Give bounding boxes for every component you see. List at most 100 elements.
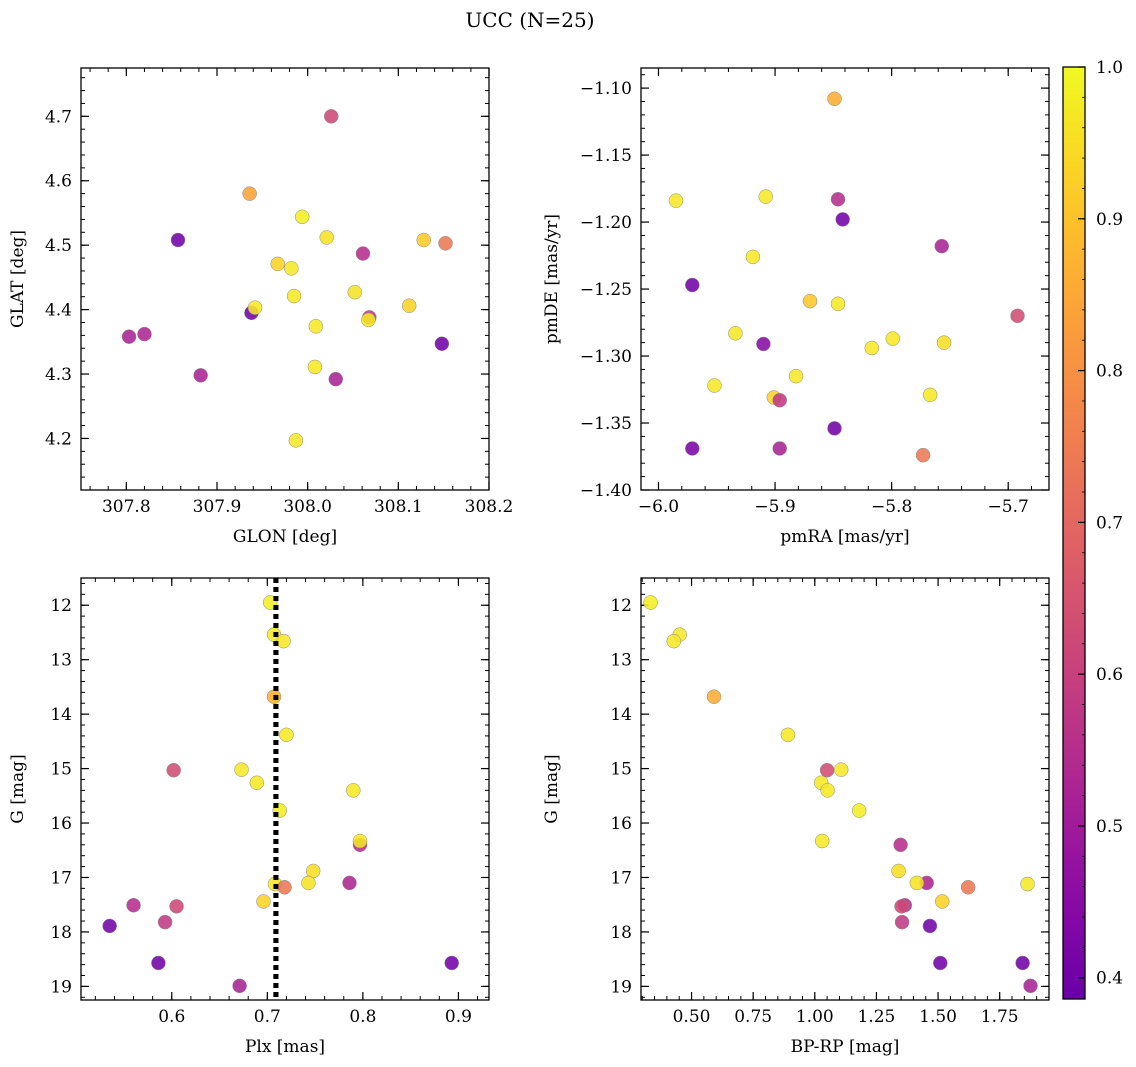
x-tick-label: 0.50 xyxy=(673,1007,711,1027)
data-point xyxy=(301,875,316,891)
y-axis-label: G [mag] xyxy=(542,754,562,823)
data-point xyxy=(279,727,294,743)
data-point xyxy=(102,918,117,934)
data-point xyxy=(166,762,181,778)
colorbar-tick-label: 0.4 xyxy=(1096,969,1123,989)
data-point xyxy=(249,775,265,790)
y-tick-label: 15 xyxy=(50,760,72,780)
x-axis-label: pmRA [mas/yr] xyxy=(780,527,909,547)
y-tick-label: 14 xyxy=(610,705,632,725)
data-point xyxy=(1015,955,1030,971)
data-point xyxy=(893,837,908,853)
x-axis-label: BP-RP [mag] xyxy=(791,1037,900,1057)
y-tick-label: −1.20 xyxy=(580,213,632,233)
data-point xyxy=(137,326,152,342)
data-point xyxy=(361,312,376,328)
panel-2: −6.0 −5.9 −5.8 −5.7 −1.40 −1.35 −1.30 −1.25 −1.2… xyxy=(542,67,1050,547)
y-tick-label: 17 xyxy=(50,868,72,888)
x-tick-label: 308.0 xyxy=(283,497,332,517)
y-tick-label: 14 xyxy=(50,705,72,725)
y-tick-label: −1.30 xyxy=(580,347,632,367)
x-tick-label: 0.8 xyxy=(349,1007,376,1027)
data-point xyxy=(814,833,830,849)
data-point xyxy=(772,392,787,408)
data-point xyxy=(307,359,323,375)
data-point xyxy=(444,955,459,971)
data-point xyxy=(894,899,909,914)
y-tick-label: 18 xyxy=(610,923,632,943)
y-tick-label: 18 xyxy=(50,923,72,943)
data-point xyxy=(864,340,880,356)
panels: 307.8 307.9 308.0 308.1 308.2 4.2 4.3 4.4 4.5 4.6… xyxy=(8,67,1050,1057)
data-point xyxy=(936,335,952,350)
major-ticks xyxy=(641,68,1049,491)
data-point xyxy=(151,955,166,971)
x-tick-label: 0.75 xyxy=(734,1007,772,1027)
x-tick-label: −5.7 xyxy=(988,497,1029,517)
y-tick-label: 13 xyxy=(610,651,632,671)
y-tick-label: 19 xyxy=(610,977,632,997)
data-point xyxy=(323,109,339,124)
x-axis-label: GLON [deg] xyxy=(233,527,337,547)
axes-frame xyxy=(640,577,1050,1001)
y-tick-label: 4.2 xyxy=(45,429,72,449)
x-tick-label: −5.9 xyxy=(754,497,795,517)
data-point xyxy=(1010,308,1025,324)
data-point xyxy=(284,261,299,276)
x-tick-label: 307.9 xyxy=(193,497,242,517)
panel-1: 307.8 307.9 308.0 308.1 308.2 4.2 4.3 4.4 4.5 4.6… xyxy=(8,67,513,547)
data-point xyxy=(772,441,787,456)
x-tick-label: 0.7 xyxy=(254,1007,281,1027)
y-axis-label: pmDE [mas/yr] xyxy=(542,214,562,344)
data-point xyxy=(835,212,850,227)
colorbar: 0.4 0.5 0.6 0.7 0.8 0.9 1.0 xyxy=(1062,58,1123,1000)
x-tick-label: 0.6 xyxy=(158,1007,185,1027)
data-point xyxy=(933,955,948,971)
data-point xyxy=(820,783,835,798)
x-tick-label: 1.25 xyxy=(858,1007,896,1027)
y-tick-label: 17 xyxy=(610,868,632,888)
axes-frame xyxy=(640,67,1050,491)
y-tick-label: 4.5 xyxy=(45,236,72,256)
data-point xyxy=(342,875,357,891)
x-tick-label: 308.1 xyxy=(374,497,423,517)
data-point xyxy=(885,331,901,346)
data-point xyxy=(707,378,722,393)
y-tick-label: −1.25 xyxy=(580,280,632,300)
data-point xyxy=(170,232,186,248)
figure-title: UCC (N=25) xyxy=(465,8,594,32)
y-tick-label: 16 xyxy=(50,814,72,834)
data-point xyxy=(851,803,867,818)
data-point xyxy=(308,319,324,334)
minor-ticks xyxy=(81,68,490,490)
data-point xyxy=(169,899,184,914)
colorbar-frame xyxy=(1062,66,1086,1000)
data-point xyxy=(256,894,271,909)
data-point xyxy=(922,387,938,403)
x-tick-label: 307.8 xyxy=(102,497,151,517)
data-point xyxy=(706,689,722,704)
colorbar-tick-label: 0.8 xyxy=(1096,362,1123,382)
data-point xyxy=(960,880,976,895)
y-tick-label: 12 xyxy=(50,596,72,616)
points xyxy=(643,595,1038,994)
data-point xyxy=(788,368,804,384)
y-tick-label: 13 xyxy=(50,651,72,671)
x-tick-label: 1.00 xyxy=(796,1007,834,1027)
data-point xyxy=(745,249,761,265)
x-axis-label: Plx [mas] xyxy=(245,1037,325,1057)
data-point xyxy=(121,329,137,344)
data-point xyxy=(830,296,846,312)
data-point xyxy=(1023,978,1038,994)
x-tick-label: 0.9 xyxy=(445,1007,472,1027)
data-point xyxy=(666,633,682,649)
data-point xyxy=(328,371,344,387)
data-point xyxy=(643,595,658,610)
data-point xyxy=(668,193,684,208)
y-axis-label: GLAT [deg] xyxy=(8,230,28,328)
colorbar-tick-label: 0.5 xyxy=(1096,817,1123,837)
data-point xyxy=(126,898,141,913)
data-point xyxy=(833,762,849,777)
data-point xyxy=(891,863,906,879)
data-point xyxy=(685,277,700,293)
